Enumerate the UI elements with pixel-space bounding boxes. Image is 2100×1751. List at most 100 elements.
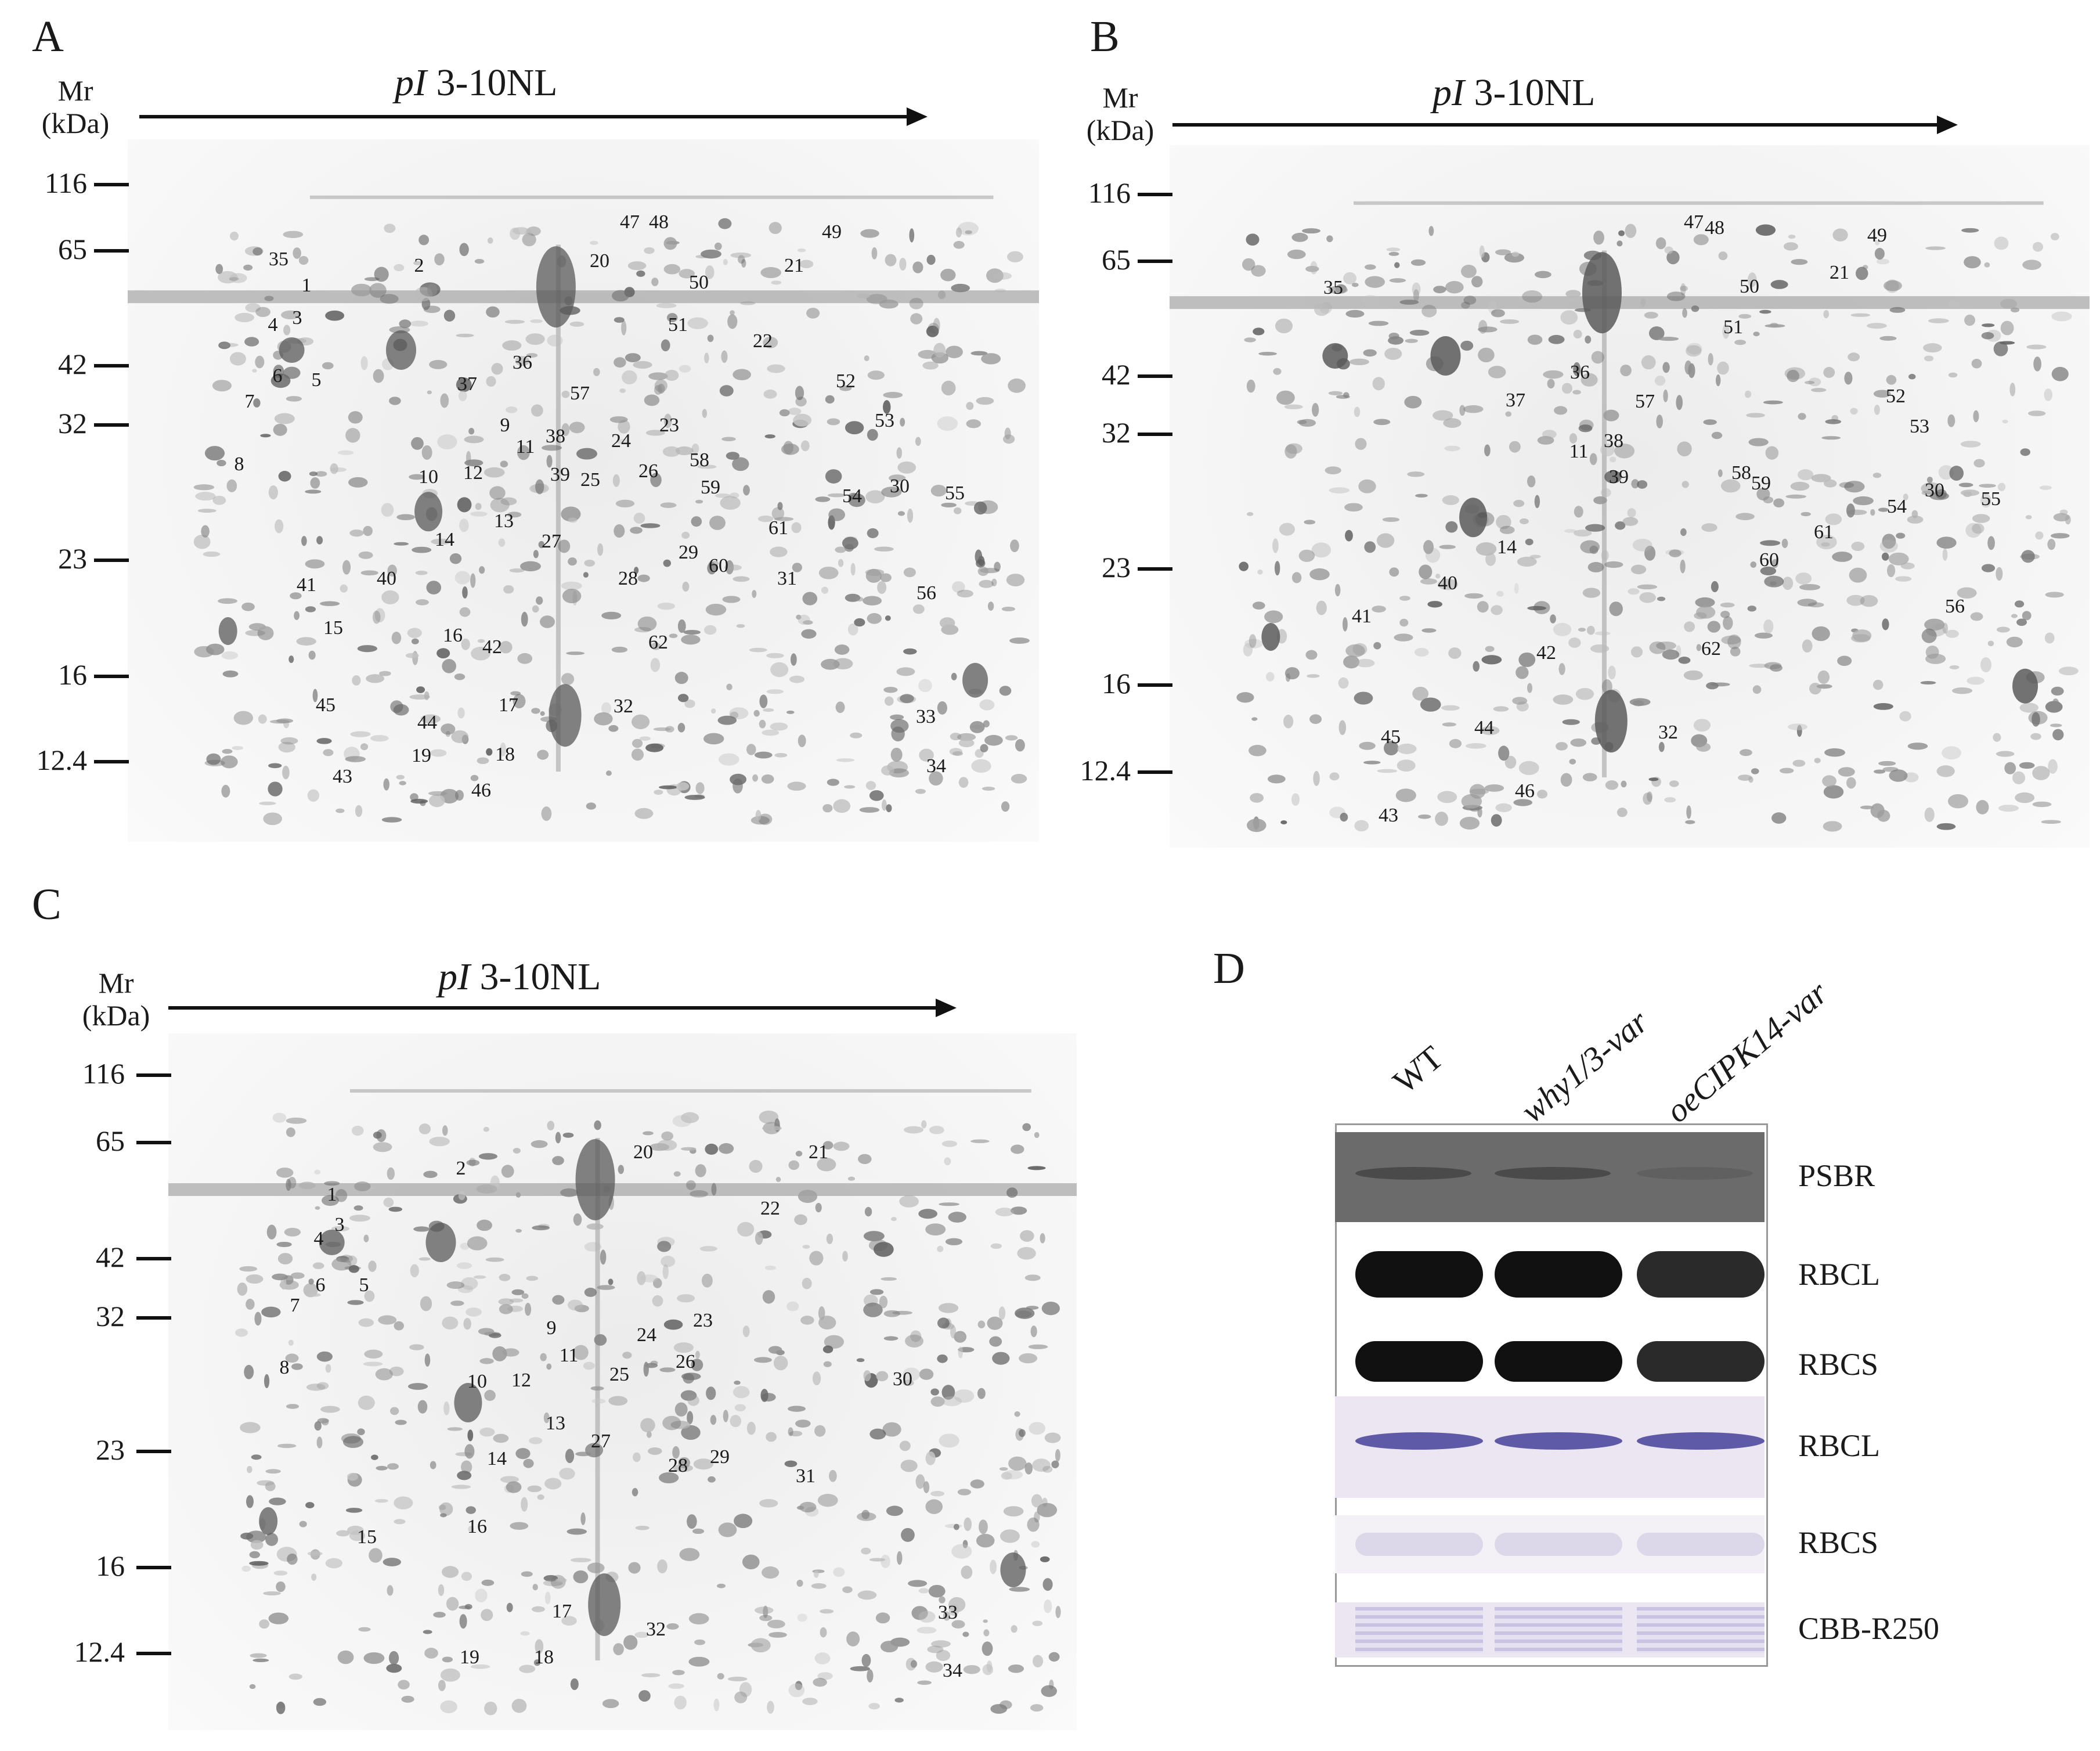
mr-marker-label: 12.4 bbox=[36, 744, 88, 776]
mr-marker-label: 32 bbox=[96, 1300, 125, 1332]
gel-image bbox=[128, 139, 1039, 842]
blot-band bbox=[1355, 1341, 1483, 1382]
blot-band bbox=[1637, 1167, 1753, 1180]
spot-number-label: 29 bbox=[679, 542, 698, 563]
mr-marker-tick bbox=[136, 1141, 171, 1144]
spot-number-label: 30 bbox=[1925, 480, 1944, 501]
spot-number-label: 48 bbox=[1705, 217, 1724, 239]
gel-image bbox=[1170, 145, 2090, 848]
spot-number-label: 54 bbox=[842, 485, 862, 507]
mr-marker-tick bbox=[94, 183, 129, 186]
spot-number-label: 4 bbox=[313, 1228, 324, 1249]
spot-number-label: 56 bbox=[1945, 596, 1965, 617]
spot-number-label: 20 bbox=[590, 250, 609, 272]
spot-number-label: 27 bbox=[591, 1431, 611, 1452]
spot-number-label: 43 bbox=[1379, 805, 1398, 826]
mr-marker-label: 42 bbox=[96, 1241, 125, 1273]
spot-number-label: 45 bbox=[1381, 726, 1401, 748]
mr-marker-tick bbox=[136, 1450, 171, 1453]
lane-header-why13-var: why1/3-var bbox=[1513, 1002, 1655, 1130]
spot-number-label: 12 bbox=[463, 462, 483, 484]
mr-marker-tick bbox=[136, 1566, 171, 1569]
spot-number-label: 8 bbox=[234, 453, 244, 475]
spot-number-label: 58 bbox=[1731, 462, 1751, 484]
spot-number-label: 12 bbox=[511, 1370, 531, 1391]
pi-range: 3-10NL bbox=[1474, 71, 1596, 114]
spot-number-label: 40 bbox=[1438, 572, 1457, 594]
gel-spots bbox=[168, 1089, 1077, 1716]
spot-number-label: 33 bbox=[938, 1602, 958, 1623]
mr-axis-label: Mr (kDa) bbox=[1062, 81, 1178, 146]
spot-number-label: 42 bbox=[482, 636, 502, 658]
blot-row-label: RBCL bbox=[1798, 1256, 1881, 1292]
spot-number-label: 56 bbox=[917, 582, 936, 604]
spot-number-label: 10 bbox=[418, 466, 438, 488]
mr-marker-label: 16 bbox=[58, 658, 87, 691]
spot-number-label: 55 bbox=[945, 482, 965, 504]
panel-letter: C bbox=[32, 880, 62, 929]
spot-number-label: 52 bbox=[1886, 385, 1906, 407]
spot-number-label: 15 bbox=[323, 617, 343, 639]
mr-marker-tick bbox=[136, 1652, 171, 1655]
spot-number-label: 47 bbox=[620, 211, 640, 233]
blot-band bbox=[1355, 1251, 1483, 1298]
pi-arrow bbox=[168, 999, 957, 1017]
spot-number-label: 29 bbox=[710, 1446, 730, 1468]
spot-number-label: 60 bbox=[1759, 549, 1779, 571]
gel-spots bbox=[128, 195, 1039, 826]
spot-number-label: 26 bbox=[676, 1351, 695, 1372]
pi-range: 3-10NL bbox=[479, 956, 601, 998]
blot-row-label: PSBR bbox=[1798, 1158, 1875, 1193]
mr-marker-tick bbox=[1138, 433, 1172, 436]
spot-number-label: 11 bbox=[515, 436, 535, 457]
spot-number-label: 11 bbox=[1569, 441, 1589, 462]
spot-number-label: 28 bbox=[618, 568, 638, 589]
pi-symbol: pI bbox=[438, 956, 470, 998]
spot-number-label: 36 bbox=[513, 352, 532, 373]
spot-number-label: 17 bbox=[499, 694, 518, 716]
spot-number-label: 55 bbox=[1981, 488, 2001, 510]
mr-marker-label: 65 bbox=[58, 233, 87, 265]
spot-number-label: 18 bbox=[495, 744, 515, 765]
mr-marker-label: 23 bbox=[58, 542, 87, 575]
mr-marker-label: 42 bbox=[58, 348, 87, 380]
spot-number-label: 60 bbox=[709, 555, 728, 577]
spot-number-label: 61 bbox=[768, 517, 788, 539]
spot-number-label: 30 bbox=[890, 475, 910, 497]
spot-number-label: 46 bbox=[471, 780, 491, 801]
spot-number-label: 9 bbox=[546, 1317, 557, 1339]
mr-marker-tick bbox=[1138, 193, 1172, 196]
panel-letter: D bbox=[1213, 944, 1245, 993]
spot-number-label: 34 bbox=[926, 755, 946, 777]
spot-number-label: 19 bbox=[412, 745, 431, 766]
blot-band bbox=[1495, 1251, 1622, 1298]
spot-number-label: 58 bbox=[690, 449, 709, 471]
blot-row-label: RBCL bbox=[1798, 1428, 1881, 1463]
mr-marker-tick bbox=[94, 249, 129, 253]
pi-arrow bbox=[1172, 116, 1958, 134]
spot-number-label: 18 bbox=[534, 1646, 554, 1668]
spot-number-label: 45 bbox=[316, 694, 335, 716]
spot-number-label: 14 bbox=[487, 1448, 507, 1469]
spot-number-label: 36 bbox=[1570, 362, 1590, 383]
pi-axis-label: pI 3-10NL bbox=[1433, 71, 1595, 115]
mr-marker-label: 32 bbox=[58, 407, 87, 439]
spot-number-label: 40 bbox=[377, 568, 396, 589]
mr-marker-tick bbox=[94, 675, 129, 678]
spot-number-label: 14 bbox=[1497, 536, 1517, 558]
spot-number-label: 1 bbox=[327, 1184, 337, 1205]
spot-number-label: 22 bbox=[760, 1198, 780, 1219]
panel-letter: B bbox=[1090, 12, 1120, 61]
blot-row-label: CBB-R250 bbox=[1798, 1611, 1940, 1646]
spot-number-label: 49 bbox=[822, 221, 842, 243]
spot-number-label: 53 bbox=[875, 410, 894, 431]
spot-number-label: 39 bbox=[1609, 466, 1629, 488]
mr-marker-tick bbox=[94, 760, 129, 763]
spot-number-label: 50 bbox=[1740, 276, 1759, 297]
blot-band bbox=[1637, 1607, 1765, 1653]
spot-number-label: 19 bbox=[460, 1646, 479, 1668]
spot-number-label: 9 bbox=[500, 415, 510, 436]
spot-number-label: 37 bbox=[457, 373, 477, 395]
mr-text: Mr bbox=[1102, 81, 1138, 114]
spot-number-label: 31 bbox=[777, 568, 797, 589]
